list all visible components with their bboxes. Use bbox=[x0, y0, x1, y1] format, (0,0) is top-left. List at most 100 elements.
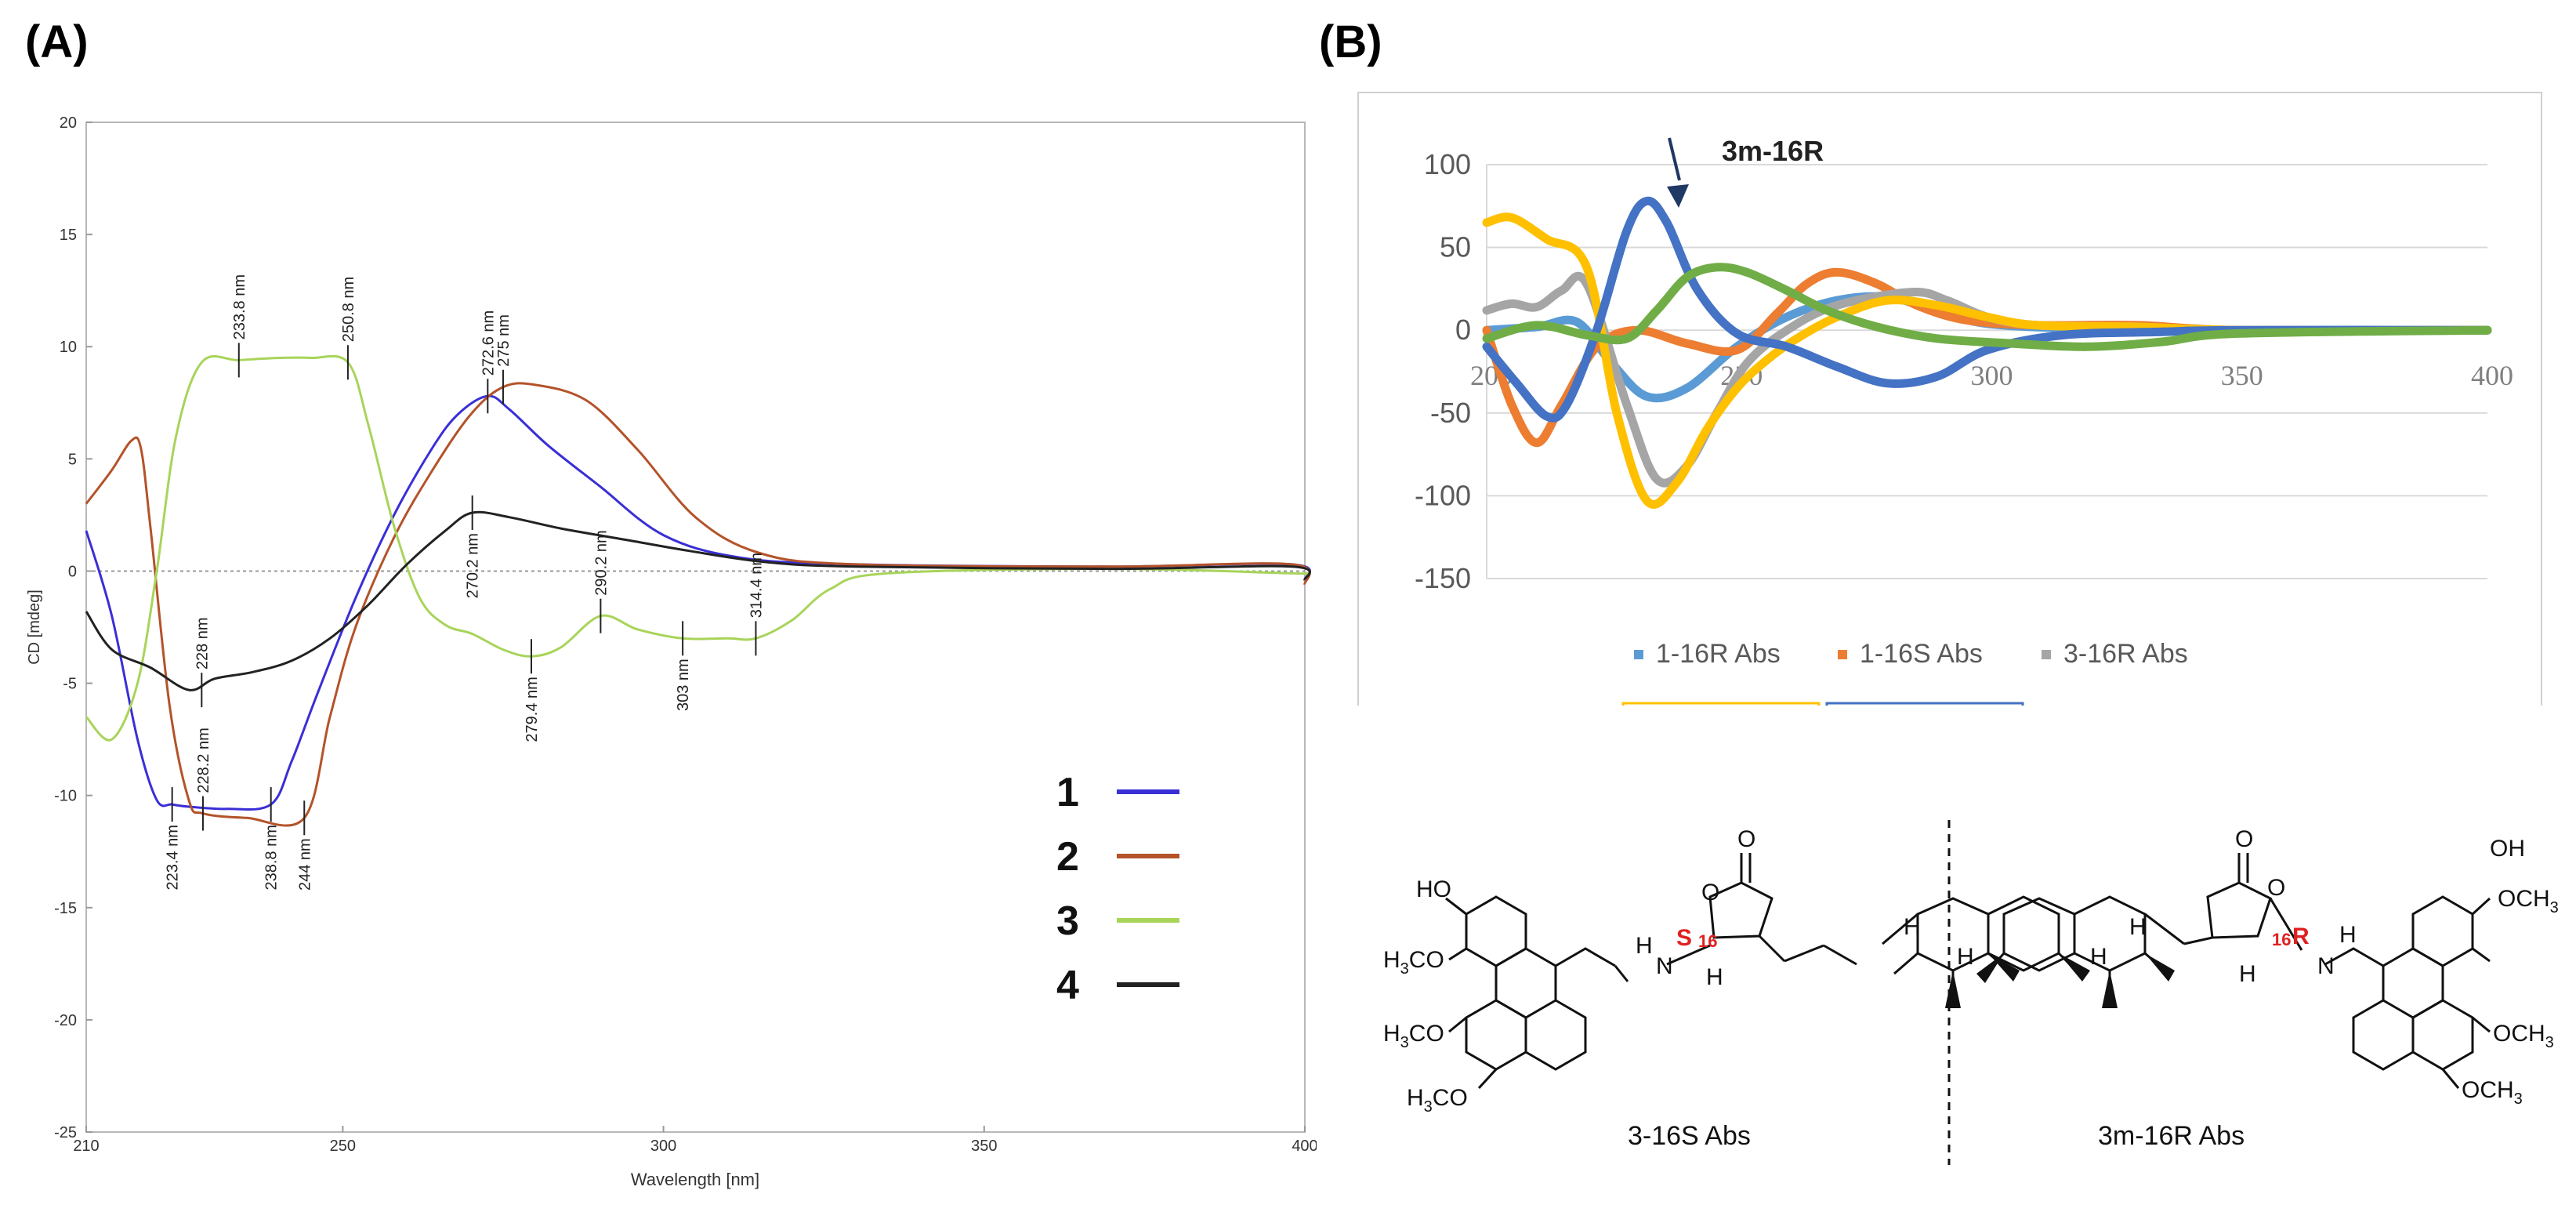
chart-frame-b bbox=[1357, 92, 2542, 706]
right-methoxy-2: OCH3 bbox=[2493, 1021, 2554, 1051]
svg-text:228.2 nm: 228.2 nm bbox=[195, 728, 212, 793]
y-tick-label-a: 20 bbox=[60, 114, 77, 132]
legend-a: 1 2 3 4 bbox=[1056, 770, 1179, 1008]
y-tick-label-b: -150 bbox=[1415, 562, 1471, 594]
svg-text:3-16R Abs: 3-16R Abs bbox=[2063, 639, 2188, 669]
series-line-3m-16r-abs bbox=[1482, 196, 2492, 423]
series-line-1-16s-abs bbox=[1482, 267, 2492, 448]
legend-entry-b: 1-16R Abs bbox=[1634, 639, 1781, 669]
peak-annotation: 275 nm bbox=[495, 314, 513, 405]
svg-text:238.8 nm: 238.8 nm bbox=[263, 825, 281, 890]
x-tick-label-a: 250 bbox=[330, 1138, 356, 1155]
right-methoxy-1: OCH3 bbox=[2498, 886, 2559, 916]
y-tick-label-a: -25 bbox=[54, 1124, 77, 1141]
right-h-label-1: H bbox=[2339, 922, 2357, 948]
y-tick-label-a: -15 bbox=[54, 900, 77, 917]
legend-entry-b: 1-16S Abs bbox=[1838, 639, 1983, 669]
legend-label-a: 4 bbox=[1056, 963, 1079, 1008]
y-tick-label-b: -50 bbox=[1430, 397, 1471, 429]
y-axis-label-a: CD [mdeg] bbox=[26, 590, 43, 665]
svg-text:H3CO: H3CO bbox=[1383, 1021, 1444, 1051]
y-tick-label-a: -10 bbox=[54, 788, 77, 805]
right-h-decalin-1: H bbox=[2129, 914, 2147, 940]
right-h-decalin-2: H bbox=[2090, 944, 2107, 970]
peak-annotation: 233.8 nm bbox=[231, 274, 248, 378]
chemical-structures: HO H3CO H3CO H3CO N H H O O S 16 H H OH … bbox=[1383, 820, 2559, 1165]
right-butenolide bbox=[2183, 853, 2303, 951]
left-ho-label: HO bbox=[1416, 876, 1451, 902]
right-h-label-2: H bbox=[2239, 961, 2256, 987]
peak-annotation: 244 nm bbox=[296, 800, 313, 891]
peak-annotation: 270.2 nm bbox=[465, 495, 482, 598]
left-structure-caption: 3-16S Abs bbox=[1628, 1121, 1751, 1151]
series-line-3-16s-abs bbox=[1482, 212, 2492, 509]
left-butenolide bbox=[1666, 853, 1857, 966]
x-tick-label-b: 400 bbox=[2471, 360, 2513, 391]
right-decalin bbox=[1983, 895, 2185, 1007]
svg-text:279.4 nm: 279.4 nm bbox=[524, 677, 541, 742]
svg-text:270.2 nm: 270.2 nm bbox=[465, 533, 482, 598]
left-o-carbonyl: O bbox=[1737, 826, 1755, 852]
svg-text:1-16S Abs: 1-16S Abs bbox=[1860, 639, 1983, 669]
peak-annotation: 279.4 nm bbox=[524, 639, 541, 742]
y-tick-label-b: 0 bbox=[1455, 314, 1471, 346]
svg-text:275 nm: 275 nm bbox=[495, 314, 513, 367]
peak-annotation: 272.6 nm bbox=[480, 310, 497, 414]
y-tick-label-a: 10 bbox=[60, 339, 77, 356]
peak-annotation: 223.4 nm bbox=[165, 787, 182, 891]
legend-b: 1-16R Abs 1-16S Abs 3-16R Abs 3-16S Abs 3m-1… bbox=[1621, 639, 2188, 706]
legend-entry-b: 3m-16R Abs bbox=[1825, 702, 2024, 706]
right-o-ring: O bbox=[2267, 875, 2285, 901]
left-stereo-16: 16 bbox=[1698, 931, 1717, 951]
svg-text:H3CO: H3CO bbox=[1407, 1085, 1468, 1116]
peak-annotation: 250.8 nm bbox=[340, 277, 357, 380]
svg-text:1-16R Abs: 1-16R Abs bbox=[1656, 639, 1781, 669]
left-aporphine-core bbox=[1445, 895, 1629, 1090]
svg-text:244 nm: 244 nm bbox=[296, 838, 313, 891]
svg-text:272.6 nm: 272.6 nm bbox=[480, 310, 497, 376]
legend-entry-b: 3-16R Abs bbox=[2042, 639, 2188, 669]
right-stereo-16: 16 bbox=[2272, 930, 2291, 949]
right-aporphine-core bbox=[2324, 895, 2491, 1089]
left-stereo-s: S bbox=[1676, 925, 1692, 951]
y-tick-label-b: 50 bbox=[1440, 231, 1471, 263]
left-h-label-2: H bbox=[1706, 964, 1723, 990]
right-methoxy-3: OCH3 bbox=[2462, 1077, 2523, 1108]
legend-label-a: 2 bbox=[1056, 834, 1079, 880]
left-h-decalin-1: H bbox=[1904, 914, 1921, 940]
arrow-annotation-3m-16r: 3m-16R bbox=[1667, 135, 1824, 208]
svg-text:250.8 nm: 250.8 nm bbox=[340, 277, 357, 342]
methyl-wedges bbox=[1945, 953, 2175, 1008]
panel-label-a: (A) bbox=[25, 16, 89, 67]
peak-annotation: 314.4 nm bbox=[748, 553, 765, 656]
peak-annotation: 290.2 nm bbox=[592, 530, 610, 633]
y-tick-label-a: 5 bbox=[68, 451, 77, 468]
svg-text:233.8 nm: 233.8 nm bbox=[231, 274, 248, 339]
left-decalin bbox=[1882, 895, 2082, 1007]
right-oh-label: OH bbox=[2490, 836, 2525, 862]
peak-annotation: 238.8 nm bbox=[263, 787, 281, 891]
svg-text:290.2 nm: 290.2 nm bbox=[592, 530, 610, 595]
peak-annotation: 228 nm bbox=[194, 617, 211, 708]
svg-text:OCH3: OCH3 bbox=[2462, 1077, 2523, 1108]
left-methoxy-2: H3CO bbox=[1383, 1021, 1444, 1051]
right-n-label: N bbox=[2317, 953, 2335, 979]
svg-text:OCH3: OCH3 bbox=[2498, 886, 2559, 916]
series-line-1 bbox=[85, 394, 1311, 811]
svg-text:303 nm: 303 nm bbox=[675, 659, 692, 711]
legend-label-a: 1 bbox=[1056, 770, 1079, 815]
peak-annotation: 228.2 nm bbox=[195, 728, 212, 831]
left-methoxy-1: H3CO bbox=[1383, 947, 1444, 978]
svg-text:OCH3: OCH3 bbox=[2493, 1021, 2554, 1051]
arrow-shaft bbox=[1668, 137, 1681, 181]
panel-label-b: (B) bbox=[1319, 16, 1382, 67]
series-line-3m-16s-abs bbox=[1482, 263, 2492, 351]
x-tick-label-a: 300 bbox=[650, 1138, 676, 1155]
legend-entry-b: 3-16S Abs bbox=[1621, 702, 1821, 706]
x-tick-label-b: 350 bbox=[2221, 360, 2263, 391]
x-axis-label-a: Wavelength [nm] bbox=[631, 1170, 759, 1189]
right-stereo-r: R bbox=[2292, 924, 2310, 949]
x-tick-label-b: 300 bbox=[1971, 360, 2013, 391]
arrow-label: 3m-16R bbox=[1722, 135, 1824, 167]
plot-area-a bbox=[85, 122, 1306, 1133]
